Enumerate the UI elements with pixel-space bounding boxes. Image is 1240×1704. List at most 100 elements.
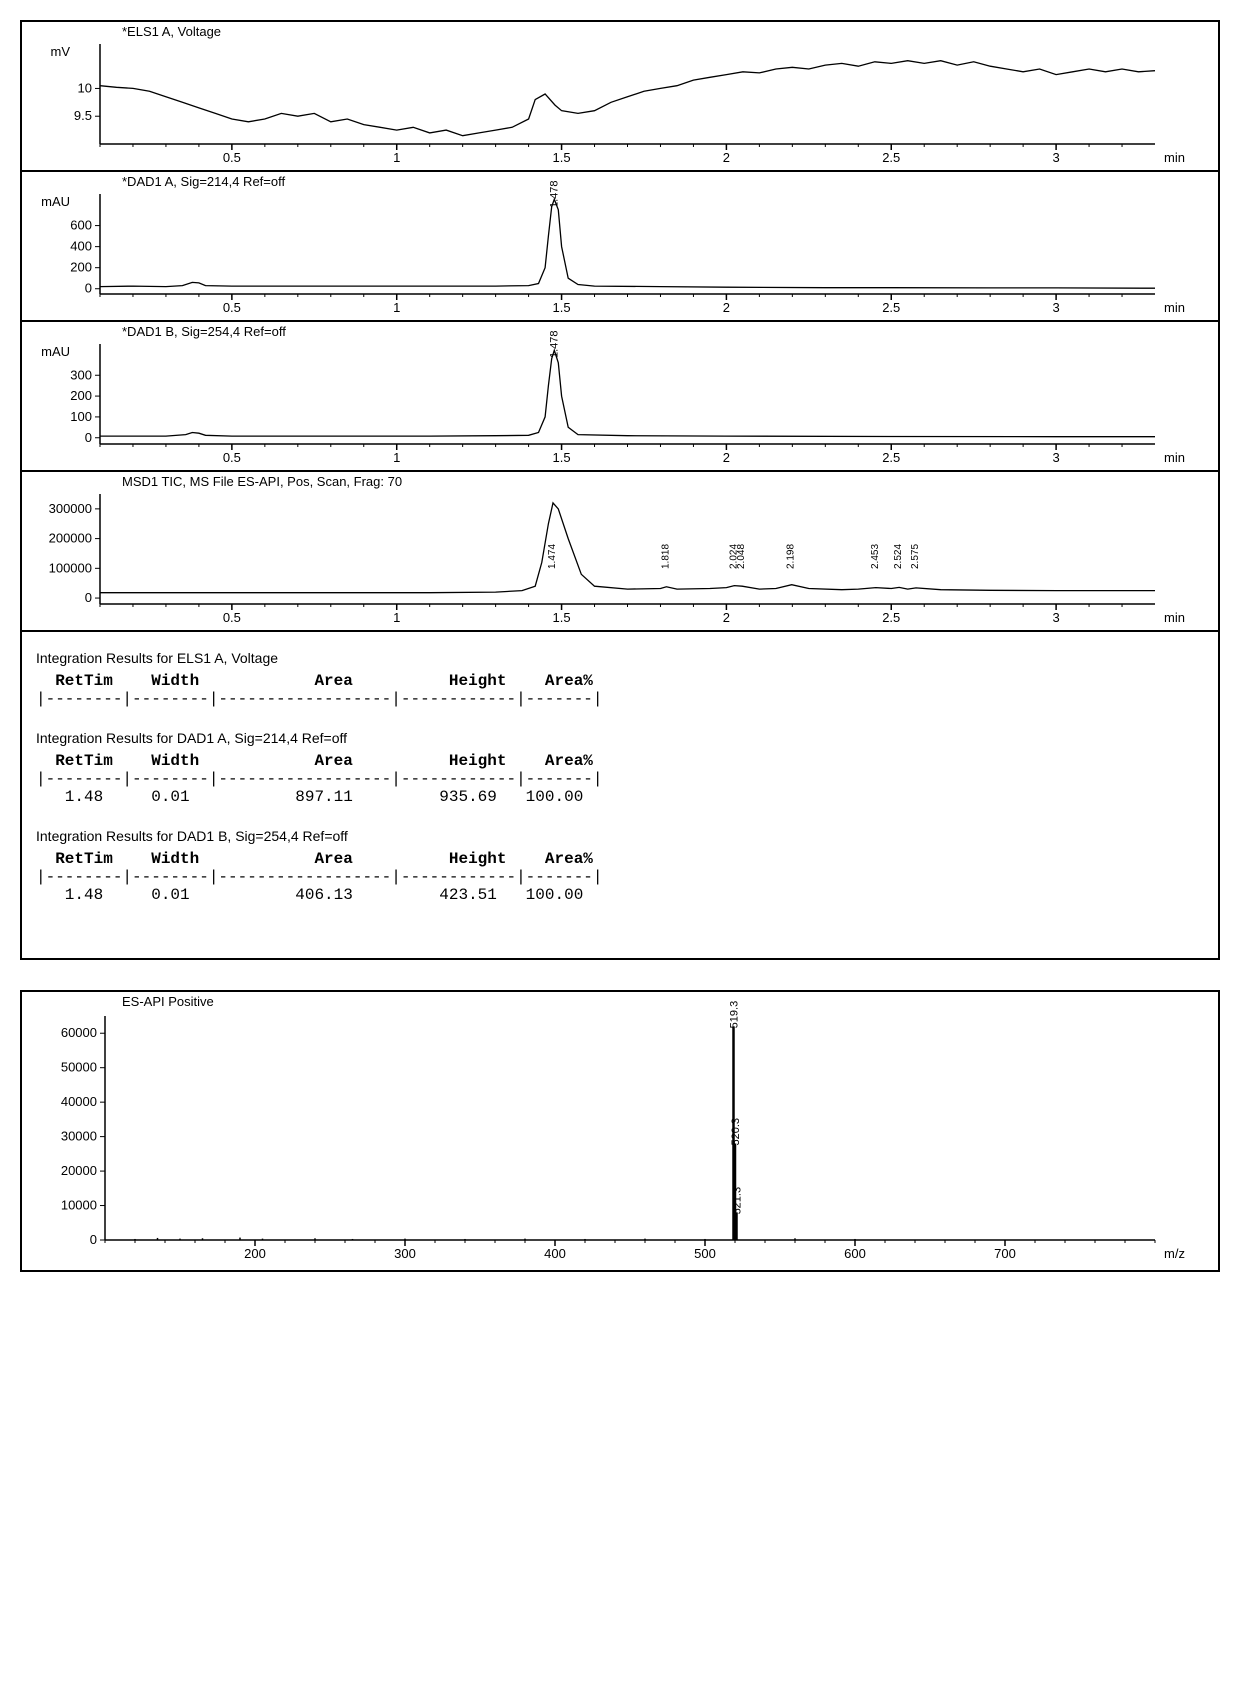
msd1-title: MSD1 TIC, MS File ES-API, Pos, Scan, Fra… xyxy=(122,474,402,489)
msd1-chart: MSD1 TIC, MS File ES-API, Pos, Scan, Fra… xyxy=(22,472,1218,632)
svg-text:1.818: 1.818 xyxy=(660,544,671,569)
svg-text:2.5: 2.5 xyxy=(882,450,900,465)
spectrum-panel-group: ES-API Positive 0 10000 20000 30000 40000 500… xyxy=(20,990,1220,1272)
svg-text:200000: 200000 xyxy=(49,531,92,546)
svg-text:519.3: 519.3 xyxy=(729,1001,741,1029)
svg-text:400: 400 xyxy=(544,1246,566,1261)
svg-text:0: 0 xyxy=(85,281,92,296)
els1-title: *ELS1 A, Voltage xyxy=(122,24,221,39)
dad1b-title: *DAD1 B, Sig=254,4 Ref=off xyxy=(122,324,286,339)
svg-text:200: 200 xyxy=(70,260,92,275)
spectrum-title: ES-API Positive xyxy=(122,994,214,1009)
svg-text:2.575: 2.575 xyxy=(910,544,921,569)
svg-text:600: 600 xyxy=(844,1246,866,1261)
svg-text:520.3: 520.3 xyxy=(730,1118,742,1146)
results-header: RetTim Width Area Height Area% xyxy=(36,752,1204,770)
svg-text:1: 1 xyxy=(393,300,400,315)
svg-text:100000: 100000 xyxy=(49,560,92,575)
svg-text:40000: 40000 xyxy=(61,1094,97,1109)
svg-text:2: 2 xyxy=(723,610,730,625)
results-separator: |--------|--------|------------------|--… xyxy=(36,868,1204,886)
svg-text:1.474: 1.474 xyxy=(547,544,558,569)
svg-text:1.478: 1.478 xyxy=(548,180,560,208)
svg-text:min: min xyxy=(1164,300,1185,315)
svg-text:300: 300 xyxy=(394,1246,416,1261)
svg-text:3: 3 xyxy=(1052,450,1059,465)
svg-text:2.453: 2.453 xyxy=(870,544,881,569)
svg-text:1.5: 1.5 xyxy=(553,450,571,465)
svg-text:200: 200 xyxy=(70,388,92,403)
svg-text:0.5: 0.5 xyxy=(223,450,241,465)
svg-text:50000: 50000 xyxy=(61,1060,97,1075)
integration-results: Integration Results for ELS1 A, Voltage … xyxy=(22,632,1218,958)
results-header: RetTim Width Area Height Area% xyxy=(36,672,1204,690)
svg-text:min: min xyxy=(1164,450,1185,465)
results-header: RetTim Width Area Height Area% xyxy=(36,850,1204,868)
svg-text:200: 200 xyxy=(244,1246,266,1261)
svg-text:0: 0 xyxy=(85,430,92,445)
svg-text:1: 1 xyxy=(393,450,400,465)
svg-text:1.5: 1.5 xyxy=(553,150,571,165)
svg-text:9.5: 9.5 xyxy=(74,108,92,123)
results-separator: |--------|--------|------------------|--… xyxy=(36,690,1204,708)
svg-text:2.198: 2.198 xyxy=(786,544,797,569)
dad1a-svg: mAU 0 200 400 600 0.5 1 1.5 2 2.5 3 min 1.478 xyxy=(30,176,1205,316)
svg-text:m/z: m/z xyxy=(1164,1246,1185,1261)
dad1a-chart: *DAD1 A, Sig=214,4 Ref=off mAU 0 200 400 600… xyxy=(22,172,1218,322)
svg-text:10000: 10000 xyxy=(61,1198,97,1213)
svg-text:60000: 60000 xyxy=(61,1025,97,1040)
svg-text:400: 400 xyxy=(70,239,92,254)
svg-text:2: 2 xyxy=(723,150,730,165)
results-section-title: Integration Results for DAD1 B, Sig=254,… xyxy=(36,828,1204,844)
svg-text:0.5: 0.5 xyxy=(223,150,241,165)
svg-text:min: min xyxy=(1164,150,1185,165)
els1-svg: mV 9.5 10 0.5 1 1.5 2 2.5 3 min xyxy=(30,26,1205,166)
svg-text:2.524: 2.524 xyxy=(893,544,904,569)
svg-text:1.478: 1.478 xyxy=(548,330,560,358)
msd1-svg: 0 100000 200000 300000 0.5 1 1.5 2 2.5 3 min 1.474 1… xyxy=(30,476,1205,626)
svg-text:600: 600 xyxy=(70,218,92,233)
svg-text:0: 0 xyxy=(90,1232,97,1247)
svg-text:300000: 300000 xyxy=(49,501,92,516)
dad1b-chart: *DAD1 B, Sig=254,4 Ref=off mAU 0 100 200 300… xyxy=(22,322,1218,472)
svg-text:2.5: 2.5 xyxy=(882,150,900,165)
svg-text:2: 2 xyxy=(723,300,730,315)
dad1a-title: *DAD1 A, Sig=214,4 Ref=off xyxy=(122,174,285,189)
svg-text:0.5: 0.5 xyxy=(223,610,241,625)
svg-text:1.5: 1.5 xyxy=(553,300,571,315)
svg-text:10: 10 xyxy=(78,80,92,95)
svg-text:20000: 20000 xyxy=(61,1163,97,1178)
results-section-title: Integration Results for ELS1 A, Voltage xyxy=(36,650,1204,666)
svg-text:mV: mV xyxy=(51,44,71,59)
svg-text:300: 300 xyxy=(70,367,92,382)
chromatogram-panel-group: *ELS1 A, Voltage mV9.5100.511.522.53min … xyxy=(20,20,1220,960)
svg-text:0.5: 0.5 xyxy=(223,300,241,315)
els1-chart: *ELS1 A, Voltage mV 9.5 10 0.5 1 1.5 2 2.5 3 min xyxy=(22,22,1218,172)
results-row: 1.48 0.01 406.13 423.51 100.00 xyxy=(36,886,1204,904)
svg-text:30000: 30000 xyxy=(61,1129,97,1144)
svg-text:500: 500 xyxy=(694,1246,716,1261)
results-row: 1.48 0.01 897.11 935.69 100.00 xyxy=(36,788,1204,806)
svg-text:3: 3 xyxy=(1052,300,1059,315)
svg-text:3: 3 xyxy=(1052,610,1059,625)
dad1b-svg: mAU 0 100 200 300 0.5 1 1.5 2 2.5 3 min 1.478 xyxy=(30,326,1205,466)
svg-text:mAU: mAU xyxy=(41,194,70,209)
results-separator: |--------|--------|------------------|--… xyxy=(36,770,1204,788)
svg-text:1: 1 xyxy=(393,150,400,165)
svg-text:min: min xyxy=(1164,610,1185,625)
svg-text:0: 0 xyxy=(85,590,92,605)
svg-text:2: 2 xyxy=(723,450,730,465)
svg-text:521.3: 521.3 xyxy=(732,1187,744,1215)
svg-text:100: 100 xyxy=(70,409,92,424)
svg-text:2.5: 2.5 xyxy=(882,610,900,625)
svg-text:mAU: mAU xyxy=(41,344,70,359)
spectrum-svg: 0 10000 20000 30000 40000 50000 60000 200 300 400… xyxy=(30,996,1205,1266)
svg-text:700: 700 xyxy=(994,1246,1016,1261)
results-section-title: Integration Results for DAD1 A, Sig=214,… xyxy=(36,730,1204,746)
svg-text:3: 3 xyxy=(1052,150,1059,165)
svg-text:1: 1 xyxy=(393,610,400,625)
svg-text:2.5: 2.5 xyxy=(882,300,900,315)
spectrum-chart: ES-API Positive 0 10000 20000 30000 40000 500… xyxy=(22,992,1218,1270)
svg-text:2.048: 2.048 xyxy=(736,544,747,569)
svg-text:1.5: 1.5 xyxy=(553,610,571,625)
